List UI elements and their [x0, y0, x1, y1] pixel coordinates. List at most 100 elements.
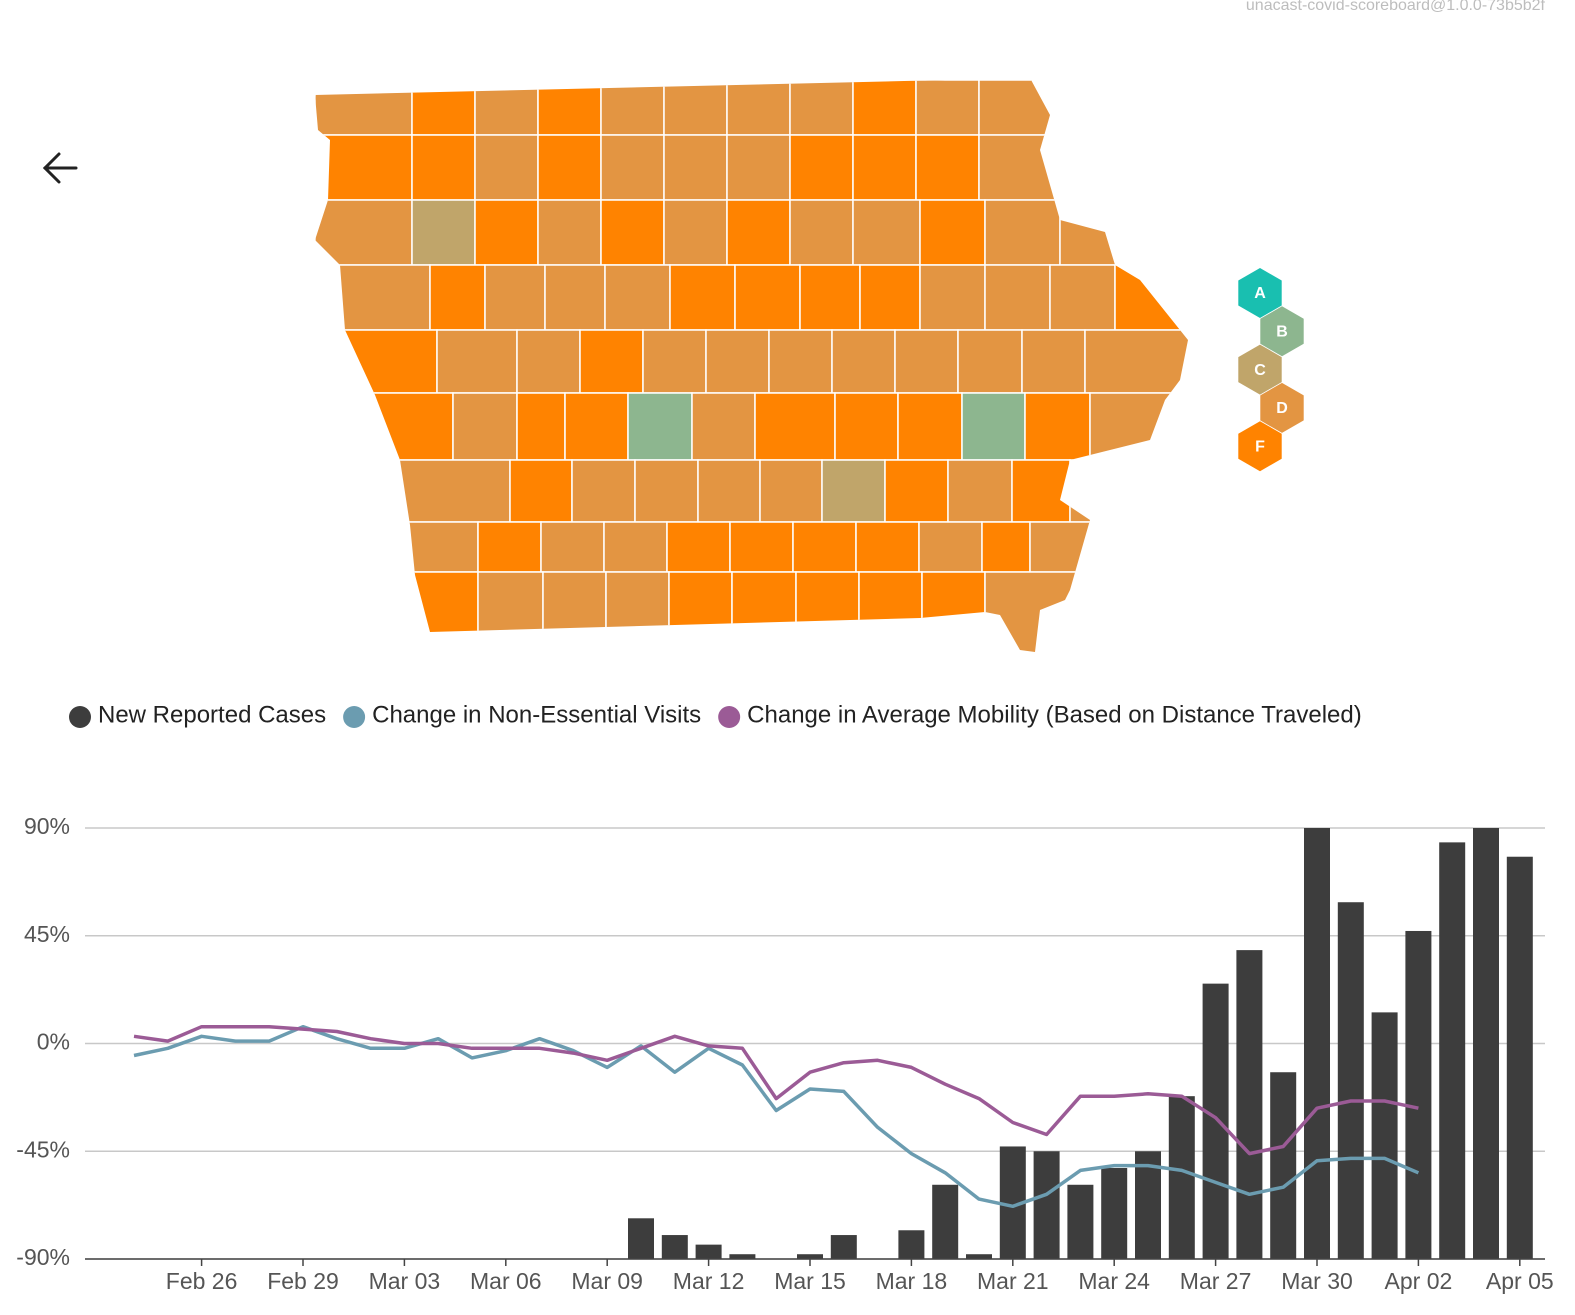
county [697, 459, 761, 523]
bar [1202, 983, 1229, 1259]
county [315, 79, 413, 136]
county [315, 459, 511, 523]
county [754, 392, 836, 461]
bar [628, 1218, 654, 1259]
county [831, 329, 896, 394]
county [731, 571, 797, 652]
county [726, 79, 791, 136]
county [734, 264, 801, 331]
line [133, 1024, 1419, 1156]
county [429, 264, 486, 331]
y-tick-label: 45% [24, 921, 70, 947]
county [603, 521, 668, 573]
county [315, 264, 431, 331]
county [852, 134, 917, 201]
county [600, 134, 665, 201]
bar [1101, 1168, 1128, 1259]
county [1011, 459, 1071, 523]
county [537, 134, 602, 201]
county [411, 134, 476, 201]
bar [1135, 1151, 1161, 1259]
county [981, 521, 1031, 573]
county [729, 521, 794, 573]
bar [1506, 856, 1533, 1259]
county [537, 79, 602, 136]
county [759, 459, 823, 523]
county [474, 79, 539, 136]
county [315, 329, 438, 394]
grade-hex [1260, 306, 1304, 357]
county [516, 392, 566, 461]
y-tick-label: -45% [16, 1136, 70, 1162]
bar [1371, 1012, 1398, 1259]
bar [966, 1254, 992, 1259]
x-tick-label: Apr 05 [1486, 1268, 1554, 1294]
county [768, 329, 833, 394]
county [961, 392, 1026, 461]
bar [797, 1254, 823, 1259]
county [789, 79, 854, 136]
county [726, 199, 791, 266]
x-tick-label: Mar 06 [470, 1268, 542, 1294]
county [894, 329, 959, 394]
legend-label: Change in Average Mobility (Based on Dis… [747, 701, 1362, 728]
county [542, 571, 607, 652]
county [919, 199, 986, 266]
bar [1033, 1151, 1060, 1259]
county [579, 329, 644, 394]
back-button[interactable] [42, 152, 78, 184]
x-tick-label: Mar 12 [673, 1268, 745, 1294]
county [516, 329, 581, 394]
bar [1473, 828, 1499, 1259]
county [795, 571, 860, 652]
x-tick-label: Mar 30 [1281, 1268, 1353, 1294]
county [315, 571, 479, 652]
county [984, 199, 1061, 266]
x-tick-label: Mar 27 [1180, 1268, 1252, 1294]
grade-hex [1238, 268, 1282, 318]
legend-swatch [718, 706, 741, 728]
county [852, 199, 921, 266]
county [978, 134, 1061, 201]
x-tick-label: Feb 29 [267, 1268, 339, 1294]
county [1114, 264, 1188, 331]
county [436, 329, 518, 394]
county [852, 79, 917, 136]
x-tick-label: Mar 09 [571, 1268, 643, 1294]
county [834, 392, 899, 461]
bar [661, 1235, 688, 1259]
county-map [315, 79, 1188, 652]
bar [1405, 930, 1432, 1259]
county [604, 264, 671, 331]
county [1049, 264, 1116, 331]
x-tick-label: Feb 26 [166, 1268, 238, 1294]
legend-label: Change in Non-Essential Visits [372, 701, 701, 728]
bar [1304, 828, 1330, 1259]
grade-hex [1260, 382, 1304, 433]
county [918, 521, 983, 573]
county [957, 329, 1023, 394]
county [315, 199, 413, 266]
county [411, 79, 476, 136]
grade-hex [1238, 421, 1282, 472]
county [668, 571, 733, 652]
county [315, 521, 479, 573]
grade-label: B [1276, 324, 1288, 341]
county [663, 199, 728, 266]
county [789, 134, 854, 201]
county [315, 134, 413, 201]
county [509, 459, 573, 523]
county [789, 199, 854, 266]
county [859, 264, 921, 331]
grade-hex [1238, 344, 1282, 395]
legend-swatch [69, 706, 91, 728]
grade-label: C [1254, 362, 1266, 379]
county [799, 264, 861, 331]
county [600, 79, 665, 136]
bar [1337, 902, 1364, 1259]
county [666, 521, 731, 573]
grade-label: A [1254, 285, 1266, 302]
grade-label: F [1255, 438, 1265, 455]
county [978, 79, 1056, 136]
